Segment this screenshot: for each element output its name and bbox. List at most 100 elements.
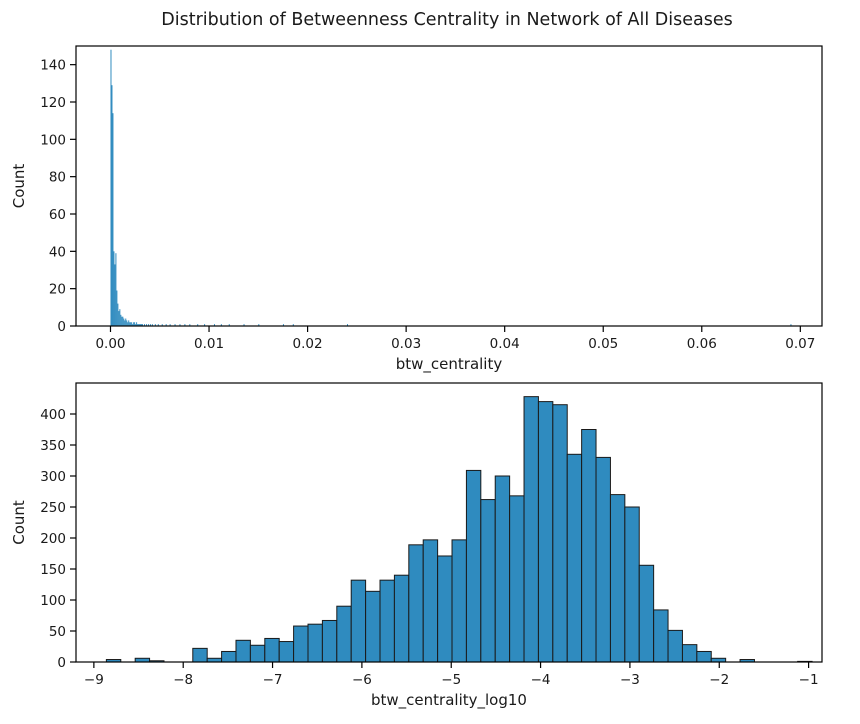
- y-axis-label: Count: [10, 500, 28, 545]
- histogram-bar: [204, 324, 206, 326]
- y-tick-label: 80: [49, 170, 66, 186]
- bars: [105, 396, 813, 663]
- histogram-bar: [451, 539, 467, 663]
- histogram-bar: [408, 544, 424, 663]
- histogram-bar: [141, 324, 143, 326]
- histogram-bar: [213, 324, 215, 326]
- histogram-bar: [119, 309, 121, 326]
- histogram-bar: [653, 609, 669, 663]
- histogram-bar: [595, 456, 611, 663]
- histogram-bar: [174, 324, 176, 326]
- histogram-bar: [179, 324, 181, 326]
- x-tick-label: −2: [709, 672, 729, 688]
- histogram-bar: [113, 251, 115, 326]
- histogram-bar: [347, 324, 348, 326]
- x-tick-label: 0.05: [588, 336, 618, 352]
- x-tick-label: 0.01: [194, 336, 224, 352]
- y-tick-label: 250: [40, 500, 66, 516]
- histogram-bar: [293, 625, 309, 663]
- x-tick-label: 0.07: [785, 336, 815, 352]
- histogram-bar: [121, 316, 123, 326]
- histogram-bar: [112, 113, 114, 326]
- y-tick-label: 120: [40, 95, 66, 111]
- histogram-bar: [116, 290, 118, 326]
- histogram-bar: [509, 495, 525, 663]
- histogram-bar: [681, 644, 698, 663]
- x-tick-label: 0.06: [687, 336, 717, 352]
- histogram-bar: [140, 324, 142, 326]
- histogram-bar: [696, 650, 712, 663]
- y-tick-label: 100: [40, 593, 66, 609]
- axes-frame: [75, 382, 823, 663]
- histogram-bar: [130, 322, 132, 326]
- histogram-bar: [135, 324, 137, 326]
- histogram-bar: [117, 303, 119, 326]
- histogram-bar: [480, 499, 496, 663]
- x-tick-label: −5: [441, 672, 461, 688]
- histogram-bar: [292, 324, 294, 326]
- y-axis-label: Count: [10, 164, 28, 209]
- histogram-bar: [118, 311, 120, 326]
- histogram-bar: [307, 623, 323, 663]
- histogram-bar: [111, 85, 113, 326]
- axes-frame: [75, 45, 823, 327]
- bars: [110, 49, 792, 326]
- y-tick-label: 350: [40, 438, 66, 454]
- y-tick-label: 0: [57, 655, 66, 671]
- histogram-bar: [161, 324, 163, 326]
- x-tick-label: −3: [620, 672, 640, 688]
- histogram-bar: [129, 322, 131, 326]
- y-tick-label: 20: [49, 282, 66, 298]
- histogram-bar: [192, 647, 208, 663]
- histogram-bar: [350, 579, 367, 663]
- x-tick-label: 0.00: [95, 336, 125, 352]
- histogram-bar: [243, 324, 245, 326]
- histogram-bar: [249, 644, 266, 663]
- histogram-bar: [258, 324, 260, 326]
- y-tick-label: 100: [40, 132, 66, 148]
- y-tick-label: 200: [40, 531, 66, 547]
- histogram-bar: [790, 324, 792, 326]
- histogram-bar: [221, 650, 237, 663]
- histogram-bar: [552, 404, 568, 663]
- x-axis-label: btw_centrality_log10: [371, 691, 527, 710]
- histogram-bar: [122, 316, 124, 326]
- histogram-bar: [624, 506, 640, 663]
- histogram-bar: [128, 320, 130, 326]
- histogram-bar: [126, 320, 128, 326]
- histogram-bar: [115, 253, 117, 326]
- histogram-bar: [138, 324, 140, 326]
- histogram-bar: [264, 637, 280, 663]
- histogram-bar: [110, 49, 112, 326]
- y-tick-label: 50: [49, 624, 66, 640]
- histogram-bar: [132, 324, 134, 326]
- y-tick-label: 0: [57, 319, 66, 335]
- x-tick-label: −4: [531, 672, 551, 688]
- histogram-bar: [137, 324, 139, 326]
- x-axis-label: btw_centrality: [396, 355, 503, 374]
- histogram-bar: [422, 539, 439, 663]
- histogram-bar: [235, 639, 251, 663]
- histogram-bar: [145, 324, 147, 326]
- x-tick-label: −6: [352, 672, 372, 688]
- histogram-bar: [638, 564, 655, 663]
- histogram-bar: [228, 324, 230, 326]
- histogram-bar: [379, 579, 395, 663]
- histogram-bar: [437, 555, 453, 663]
- histogram-bar: [220, 324, 222, 326]
- y-tick-label: 60: [49, 207, 66, 223]
- histogram-bar: [127, 322, 129, 326]
- x-tick-label: −9: [84, 672, 104, 688]
- histogram-bar: [667, 629, 683, 663]
- bottom-histogram-panel: −9 −8 −7 −6 −5 −4 −3 −2 −1 0 50 100 150 200 250 300 350 4…: [10, 382, 823, 710]
- x-tick-label: −1: [799, 672, 819, 688]
- histogram-bar: [133, 322, 135, 326]
- figure-title: Distribution of Betweenness Centrality i…: [161, 10, 732, 30]
- histogram-bar: [142, 324, 144, 326]
- y-tick-label: 150: [40, 562, 66, 578]
- x-tick-label: 0.04: [490, 336, 520, 352]
- top-histogram-panel: 0.00 0.01 0.02 0.03 0.04 0.05 0.06 0.07 0 20 40 60 8…: [10, 45, 823, 374]
- histogram-bar: [154, 324, 156, 326]
- histogram-bar: [336, 605, 352, 663]
- histogram-bar: [282, 324, 284, 326]
